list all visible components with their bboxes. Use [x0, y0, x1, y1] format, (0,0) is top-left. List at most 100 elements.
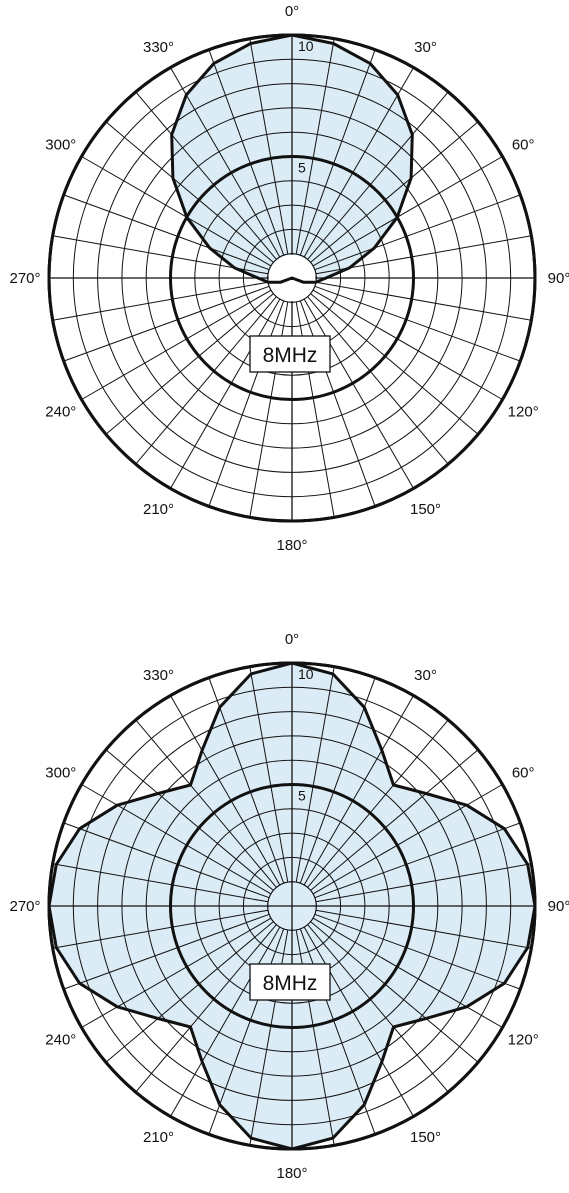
angle-label-270: 270° [9, 270, 40, 287]
grid-spoke-110 [314, 913, 521, 990]
grid-spoke-340 [208, 677, 285, 884]
grid-spoke-290 [63, 194, 270, 271]
grid-spoke-40 [307, 719, 449, 888]
angle-label-30: 30° [414, 39, 437, 56]
grid-spoke-280 [52, 863, 269, 903]
polar-plot-top: 5 10 0° 30° 60° 90° 120° 150° 180° 210° 240° 270° 30… [0, 0, 569, 560]
grid-spoke-350 [249, 38, 289, 255]
grid-spoke-250 [63, 913, 270, 990]
grid-spoke-250 [63, 285, 270, 362]
angle-label-180: 180° [276, 1165, 307, 1182]
annotation-box [249, 335, 331, 373]
grid-spoke-30 [303, 67, 414, 258]
grid-spoke-300 [81, 156, 272, 267]
angle-label-120: 120° [508, 1032, 539, 1049]
angle-label-270: 270° [9, 898, 40, 915]
grid-spoke-230 [105, 293, 274, 435]
angle-label-240: 240° [45, 404, 76, 421]
ring-label-10: 10 [298, 666, 314, 682]
angle-label-300: 300° [45, 137, 76, 154]
outer-ring [47, 33, 537, 523]
ring-label-5: 5 [298, 788, 306, 804]
grid-spoke-100 [315, 909, 532, 949]
angle-label-0: 0° [285, 3, 299, 20]
polar-chart-top: 5 10 0° 30° 60° 90° 120° 150° 180° 210° 240° 270° 30… [9, 3, 569, 554]
ring-label-5: 5 [298, 160, 306, 176]
grid-spoke-290 [63, 822, 270, 899]
angle-label-30: 30° [414, 667, 437, 684]
grid-spoke-50 [310, 749, 479, 891]
annotation-box [249, 963, 331, 1001]
angle-label-330: 330° [143, 39, 174, 56]
polar-plot-bottom: 5 10 0° 30° 60° 90° 120° 150° 180° 210° 240° 270° 30… [0, 628, 569, 1188]
polar-chart-bottom: 5 10 0° 30° 60° 90° 120° 150° 180° 210° 240° 270° 30… [9, 631, 569, 1182]
grid-spoke-310 [105, 749, 274, 891]
grid-spoke-350 [249, 666, 289, 883]
grid-spoke-160 [299, 300, 376, 507]
hub-ring [267, 881, 317, 931]
grid-spoke-230 [105, 921, 274, 1063]
grid-spoke-330 [170, 67, 281, 258]
grid-spoke-140 [307, 924, 449, 1093]
ring-label-10: 10 [298, 38, 314, 54]
grid-spoke-150 [303, 926, 414, 1117]
grid-spoke-210 [170, 926, 281, 1117]
pattern-outline [170, 33, 414, 284]
grid-spoke-20 [299, 677, 376, 884]
grid-spoke-240 [81, 917, 272, 1028]
angle-label-180: 180° [276, 537, 307, 554]
angle-label-0: 0° [285, 631, 299, 648]
angle-label-240: 240° [45, 1032, 76, 1049]
grid-spoke-240 [81, 289, 272, 400]
grid-spoke-320 [135, 719, 277, 888]
grid-spoke-300 [81, 784, 272, 895]
grid-spoke-320 [135, 91, 277, 260]
angle-label-120: 120° [508, 404, 539, 421]
grid-spoke-310 [105, 121, 274, 263]
angle-label-150: 150° [410, 1129, 441, 1146]
grid-spoke-50 [310, 121, 479, 263]
grid-spoke-260 [52, 909, 269, 949]
angle-label-60: 60° [512, 137, 535, 154]
grid-spoke-340 [208, 49, 285, 256]
grid-spoke-140 [307, 296, 449, 465]
grid-spoke-130 [310, 293, 479, 435]
grid-spoke-200 [208, 300, 285, 507]
angle-label-150: 150° [410, 501, 441, 518]
grid-spoke-30 [303, 695, 414, 886]
grid-spoke-170 [295, 301, 335, 518]
angle-label-300: 300° [45, 765, 76, 782]
grid-spoke-20 [299, 49, 376, 256]
grid-spoke-10 [295, 38, 335, 255]
grid-spoke-110 [314, 285, 521, 362]
angle-label-60: 60° [512, 765, 535, 782]
grid-spoke-220 [135, 924, 277, 1093]
angle-label-210: 210° [143, 1129, 174, 1146]
hub-ring [267, 253, 317, 303]
grid-spoke-210 [170, 298, 281, 489]
grid-spoke-130 [310, 921, 479, 1063]
angle-label-90: 90° [548, 898, 569, 915]
grid-spoke-10 [295, 666, 335, 883]
grid-spoke-120 [312, 917, 503, 1028]
grid-spoke-60 [312, 156, 503, 267]
frequency-label: 8MHz [263, 344, 318, 367]
grid-spoke-60 [312, 784, 503, 895]
grid-spoke-40 [307, 91, 449, 260]
grid-spoke-220 [135, 296, 277, 465]
angle-label-210: 210° [143, 501, 174, 518]
grid-spoke-70 [314, 822, 521, 899]
angle-label-90: 90° [548, 270, 569, 287]
grid-spoke-80 [315, 863, 532, 903]
frequency-label: 8MHz [263, 972, 318, 995]
grid-spoke-200 [208, 928, 285, 1135]
grid-spoke-160 [299, 928, 376, 1135]
grid-spoke-260 [52, 281, 269, 321]
grid-spoke-150 [303, 298, 414, 489]
grid-spoke-100 [315, 281, 532, 321]
grid-spoke-70 [314, 194, 521, 271]
grid-spoke-120 [312, 289, 503, 400]
angle-label-330: 330° [143, 667, 174, 684]
grid-spoke-330 [170, 695, 281, 886]
grid-spoke-190 [249, 301, 289, 518]
